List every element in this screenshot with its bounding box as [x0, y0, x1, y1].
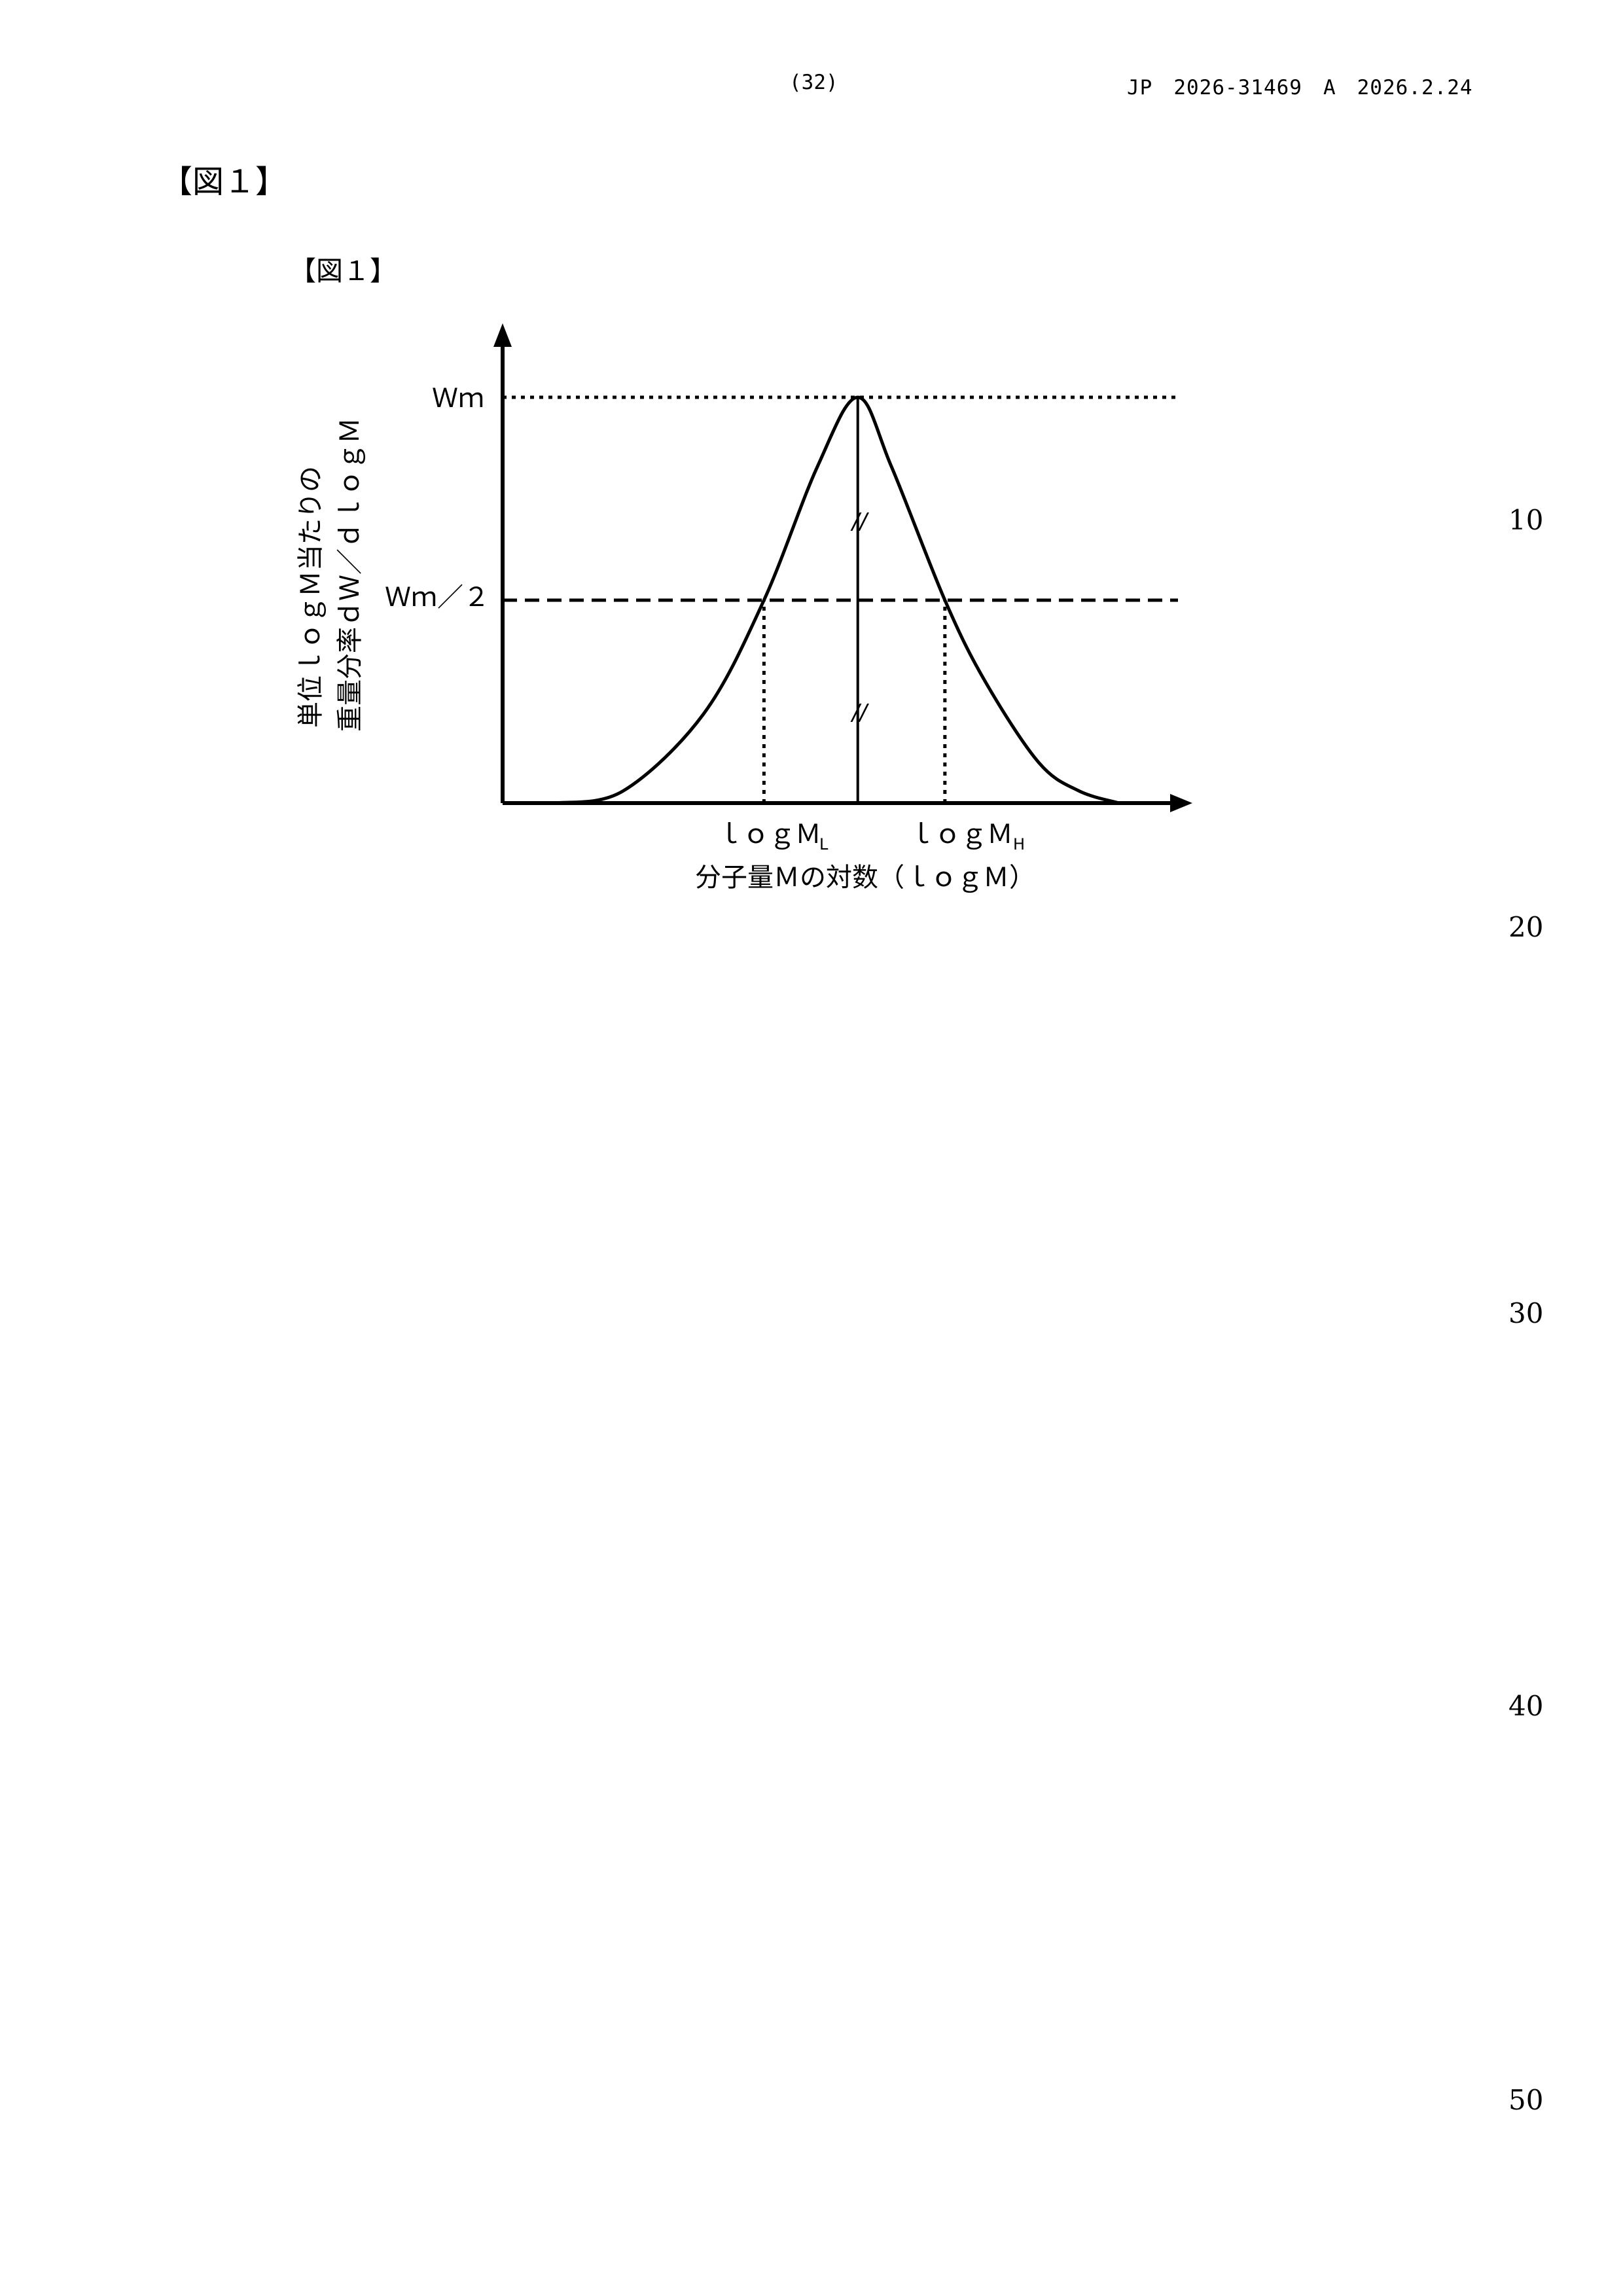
- x-axis-label: 分子量Ｍの対数（ｌｏｇＭ）: [695, 863, 1035, 893]
- break-mark-lower: //: [850, 700, 869, 726]
- y-axis-label-line2: 重量分率ｄＷ／ｄｌｏｇＭ: [335, 418, 365, 732]
- log-ml-label: ｌｏｇＭ: [717, 819, 821, 850]
- y-axis-arrowhead: [493, 323, 512, 347]
- log-mh-subscript: H: [1013, 835, 1025, 853]
- line-number-40: 40: [1508, 1690, 1544, 1722]
- x-axis-arrowhead: [1170, 794, 1192, 812]
- line-number-20: 20: [1508, 911, 1544, 943]
- figure-label-inner: 【図１】: [289, 255, 397, 287]
- half-height-label: Ｗｍ／２: [385, 583, 490, 613]
- chart-layer: [493, 323, 1192, 812]
- peak-label: Ｗｍ: [432, 384, 484, 414]
- line-number-10: 10: [1508, 504, 1544, 536]
- break-mark-upper: //: [850, 509, 869, 535]
- page-number: (32): [789, 71, 838, 94]
- log-mh-label: ｌｏｇＭ: [908, 819, 1013, 850]
- y-axis-label-line1: 単位ｌｏｇＭ当たりの: [296, 466, 326, 728]
- line-number-30: 30: [1508, 1297, 1544, 1329]
- line-number-50: 50: [1508, 2084, 1544, 2116]
- publication-info: JP 2026-31469 A 2026.2.24: [1127, 76, 1473, 99]
- log-ml-subscript: L: [819, 835, 829, 853]
- distribution-curve: [556, 395, 1120, 805]
- figure-label-outer: 【図１】: [161, 164, 287, 200]
